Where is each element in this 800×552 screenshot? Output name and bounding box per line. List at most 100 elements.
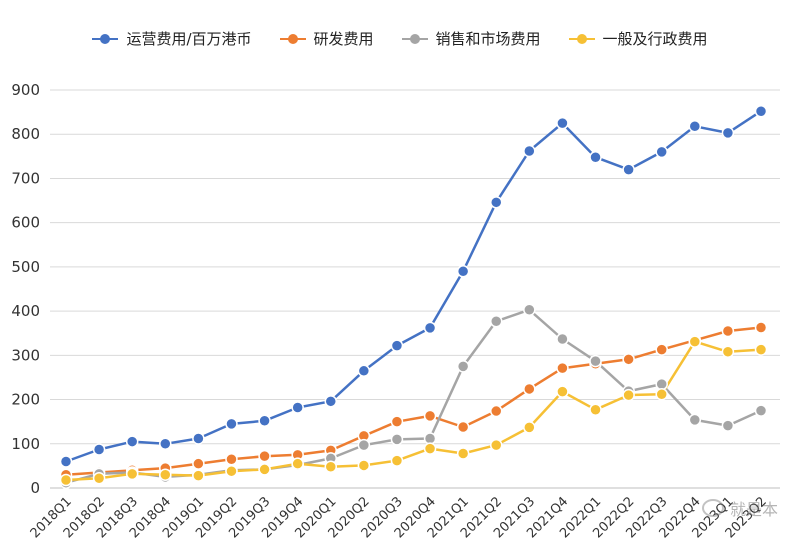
y-tick-label: 700 — [11, 169, 40, 187]
y-tick-label: 600 — [11, 214, 40, 232]
data-point — [357, 459, 371, 472]
data-point — [357, 364, 371, 378]
data-point — [258, 414, 271, 428]
data-point — [622, 353, 635, 366]
data-point — [390, 415, 404, 428]
data-point — [225, 417, 238, 431]
legend-swatch — [92, 33, 119, 44]
legend-item: 销售和市场费用 — [401, 28, 541, 49]
data-point — [556, 116, 569, 130]
legend-swatch — [401, 33, 428, 44]
series-line — [65, 340, 762, 482]
chart-legend: 运营费用/百万港币 研发费用 销售和市场费用 一般及行政费用 — [0, 28, 800, 49]
data-point — [192, 469, 205, 482]
legend-label: 研发费用 — [313, 30, 374, 48]
data-point — [489, 196, 503, 209]
data-point — [655, 343, 668, 356]
data-point — [688, 120, 702, 133]
data-point — [92, 443, 106, 456]
data-point — [556, 361, 569, 375]
data-point — [721, 419, 735, 432]
data-point — [556, 332, 569, 346]
data-point — [423, 409, 437, 423]
wechat-icon — [701, 499, 724, 517]
data-point — [754, 343, 768, 356]
data-point — [556, 385, 569, 398]
data-point — [324, 460, 338, 474]
legend-item: 研发费用 — [279, 28, 374, 49]
series-lines — [65, 110, 762, 484]
data-point — [754, 404, 768, 417]
data-point — [423, 432, 437, 445]
legend-label: 运营费用/百万港币 — [126, 30, 252, 48]
data-point — [456, 265, 470, 278]
data-point — [589, 354, 602, 368]
data-point — [159, 437, 172, 451]
data-point — [192, 457, 205, 470]
y-tick-label: 400 — [11, 302, 40, 320]
y-tick-label: 0 — [30, 479, 40, 497]
data-point — [456, 420, 470, 434]
data-point — [589, 403, 602, 416]
x-axis-ticks: 2018Q12018Q22018Q32018Q42019Q12019Q22019… — [28, 494, 770, 541]
data-point — [721, 324, 735, 338]
data-point — [92, 472, 106, 485]
data-point — [721, 345, 735, 359]
data-point — [258, 463, 271, 476]
data-point — [489, 315, 503, 328]
data-point — [589, 150, 602, 164]
data-point — [291, 457, 304, 470]
data-point — [754, 104, 768, 118]
y-tick-label: 100 — [11, 435, 40, 453]
data-point — [324, 395, 338, 408]
data-point — [622, 163, 635, 176]
legend-label: 销售和市场费用 — [435, 30, 541, 48]
data-point — [59, 473, 73, 487]
series-points — [59, 104, 768, 489]
data-point — [622, 388, 635, 402]
data-point — [655, 145, 668, 159]
data-point — [423, 442, 437, 455]
data-point — [523, 421, 536, 434]
data-point — [523, 382, 536, 396]
watermark: 就是本 — [701, 496, 778, 520]
data-point — [59, 455, 73, 468]
data-point — [456, 360, 470, 373]
data-point — [390, 454, 404, 467]
data-point — [390, 433, 404, 446]
data-point — [688, 413, 702, 427]
y-tick-label: 900 — [11, 81, 40, 99]
data-point — [456, 447, 470, 460]
data-point — [357, 438, 371, 452]
data-point — [390, 339, 404, 352]
data-point — [258, 449, 271, 463]
data-point — [489, 404, 503, 418]
data-point — [688, 335, 702, 348]
data-point — [159, 468, 172, 481]
data-point — [125, 467, 139, 481]
watermark-text: 就是本 — [729, 500, 778, 519]
data-point — [523, 303, 536, 317]
data-point — [721, 126, 735, 140]
y-tick-label: 800 — [11, 125, 40, 143]
data-point — [489, 438, 503, 452]
legend-label: 一般及行政费用 — [602, 30, 708, 48]
legend-item: 运营费用/百万港币 — [92, 28, 252, 49]
data-point — [655, 377, 668, 391]
data-point — [225, 453, 238, 466]
y-tick-label: 300 — [11, 346, 40, 364]
data-point — [423, 321, 437, 335]
y-tick-label: 500 — [11, 258, 40, 276]
legend-swatch — [279, 33, 306, 44]
data-point — [225, 464, 238, 478]
data-point — [192, 432, 205, 445]
data-point — [291, 401, 304, 414]
data-point — [754, 321, 768, 334]
data-point — [523, 144, 536, 158]
data-point — [655, 387, 668, 401]
legend-swatch — [568, 33, 595, 44]
series-line — [65, 110, 762, 463]
data-point — [125, 435, 139, 448]
y-tick-label: 200 — [11, 391, 40, 409]
